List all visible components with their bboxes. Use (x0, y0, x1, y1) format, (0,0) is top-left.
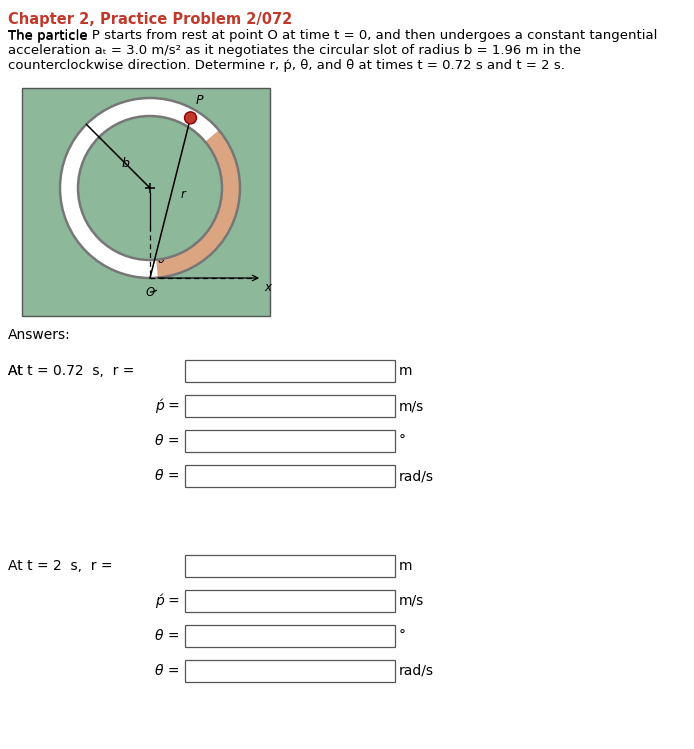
FancyBboxPatch shape (185, 660, 395, 682)
Text: At t = 0.72  s,  r =: At t = 0.72 s, r = (8, 364, 135, 378)
FancyBboxPatch shape (185, 360, 395, 382)
Wedge shape (156, 130, 240, 278)
Text: θ: θ (158, 253, 165, 266)
Circle shape (185, 112, 196, 124)
Text: m/s: m/s (399, 399, 424, 413)
Text: At: At (8, 364, 27, 378)
Text: θ =: θ = (155, 434, 180, 448)
Text: O: O (145, 286, 155, 299)
Text: ṕ =: ṕ = (155, 594, 180, 608)
FancyBboxPatch shape (185, 555, 395, 577)
Text: acceleration aₜ = 3.0 m/s² as it negotiates the circular slot of radius b = 1.96: acceleration aₜ = 3.0 m/s² as it negotia… (8, 44, 581, 57)
FancyBboxPatch shape (185, 465, 395, 487)
FancyBboxPatch shape (185, 590, 395, 612)
Text: x: x (264, 281, 271, 294)
Text: θ̇ =: θ̇ = (155, 664, 180, 678)
Bar (22, 88, 270, 316)
Text: r: r (180, 188, 185, 201)
Text: θ̇ =: θ̇ = (155, 469, 180, 483)
Text: P: P (196, 94, 203, 107)
Circle shape (78, 116, 222, 260)
Text: °: ° (399, 629, 406, 643)
Text: b: b (121, 157, 129, 170)
Text: The particle: The particle (8, 30, 92, 43)
Text: Answers:: Answers: (8, 328, 71, 342)
Text: rad/s: rad/s (399, 664, 434, 678)
Circle shape (60, 98, 240, 278)
FancyBboxPatch shape (185, 430, 395, 452)
Text: m/s: m/s (399, 594, 424, 608)
Text: m: m (399, 559, 412, 573)
Text: m: m (399, 364, 412, 378)
FancyBboxPatch shape (185, 625, 395, 647)
Text: θ =: θ = (155, 629, 180, 643)
Text: counterclockwise direction. Determine r, ṕ, θ, and θ̇ at times t = 0.72 s and t : counterclockwise direction. Determine r,… (8, 59, 565, 72)
Text: y: y (133, 226, 140, 240)
Text: Chapter 2, Practice Problem 2/072: Chapter 2, Practice Problem 2/072 (8, 12, 292, 27)
Text: °: ° (399, 434, 406, 448)
Text: The particle ​​​​​​​​​​​​​P: The particle ​​​​​​​​​​​​​P (8, 30, 99, 43)
Text: ṕ =: ṕ = (155, 398, 180, 413)
Text: At t = 2  s,  r =: At t = 2 s, r = (8, 559, 112, 573)
Text: rad/s: rad/s (399, 469, 434, 483)
Text: The particle P starts from rest at point O at time t = 0, and then undergoes a c: The particle P starts from rest at point… (8, 29, 657, 42)
FancyBboxPatch shape (185, 395, 395, 417)
